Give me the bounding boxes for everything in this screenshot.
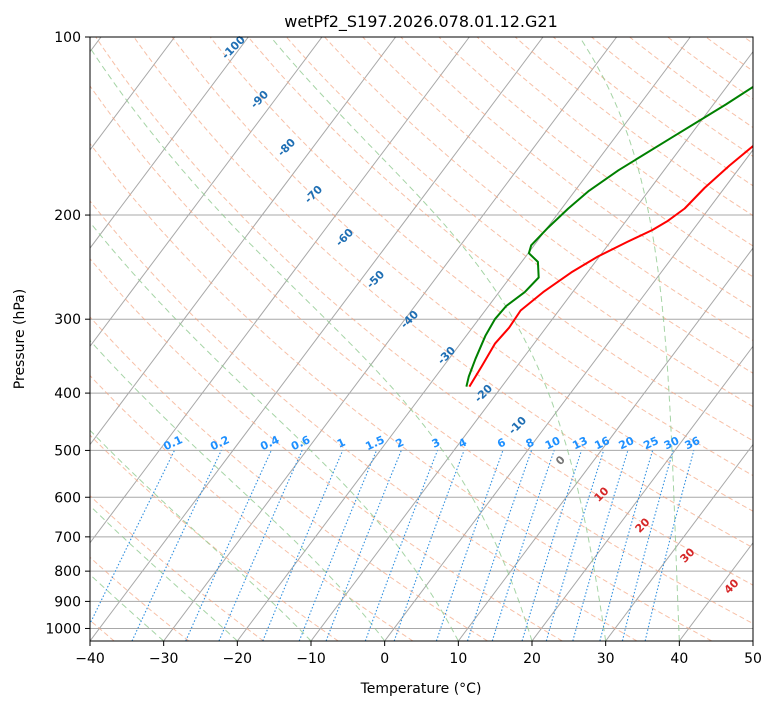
x-tick-label: 30 (597, 651, 615, 667)
x-tick-label: −20 (223, 651, 253, 667)
mixing-ratio-line (545, 450, 605, 641)
mixing-ratio-label: 16 (592, 434, 612, 452)
y-tick-label: 500 (54, 443, 81, 459)
mixing-ratio-line (435, 450, 504, 641)
moist-adiabat-line (90, 573, 165, 641)
y-tick-label: 1000 (45, 621, 81, 637)
isotherm-line (90, 37, 249, 249)
y-tick-label: 800 (54, 564, 81, 580)
mixing-ratio-label: 20 (617, 434, 637, 452)
dry-adiabat-line (591, 37, 753, 157)
mixing-ratio-line (185, 450, 272, 641)
mixing-ratio-line (491, 450, 555, 641)
dry-adiabat-line (400, 37, 753, 309)
mixing-ratio-line (572, 450, 629, 641)
y-tick-label: 400 (54, 386, 81, 402)
moist-adiabat-line (270, 37, 607, 641)
dry-adiabat-line (95, 37, 753, 586)
isotherm-line (90, 37, 397, 446)
y-tick-label: 300 (54, 312, 81, 328)
y-tick-label: 700 (54, 530, 81, 546)
x-tick-label: −10 (296, 651, 326, 667)
isotherm-line (90, 37, 323, 348)
isotherm-line (605, 443, 753, 641)
mixing-ratio-label: 25 (641, 434, 660, 452)
x-tick-label: −30 (149, 651, 179, 667)
dry-adiabat-line (90, 200, 638, 641)
isotherm-line (236, 37, 691, 641)
dry-adiabat-line (90, 258, 563, 641)
mixing-ratio-label: 13 (570, 434, 589, 452)
isotherm-line (384, 149, 753, 641)
y-tick-label: 600 (54, 490, 81, 506)
dry-adiabat-line (133, 37, 753, 549)
dry-adiabat-line (514, 37, 753, 217)
mixing-ratio-label: 30 (662, 434, 682, 452)
temperature-trace (468, 144, 753, 388)
x-tick-label: 0 (380, 651, 389, 667)
dry-adiabat-line (362, 37, 753, 342)
moist-adiabat-line (90, 221, 459, 641)
mixing-ratio-line (364, 450, 439, 641)
dry-adiabat-line (324, 37, 753, 374)
moist-adiabat-line (90, 505, 238, 641)
moist-adiabat-line (90, 429, 312, 641)
dry-adiabat-line (90, 494, 264, 641)
mixing-ratio-line (466, 450, 533, 641)
mixing-ratio-label: 36 (683, 434, 703, 452)
moist-adiabat-line (90, 46, 533, 641)
dewpoint-trace (465, 85, 753, 387)
y-tick-label: 200 (54, 208, 81, 224)
mixing-ratio-line (262, 450, 344, 641)
isotherm-line (90, 37, 470, 544)
moist-adiabat-line (90, 339, 386, 641)
x-tick-label: 50 (744, 651, 762, 667)
plot-frame (89, 36, 754, 642)
moist-adiabat-line (579, 37, 680, 641)
dry-adiabat-line (90, 316, 488, 641)
mixing-ratio-line (599, 450, 654, 641)
x-tick-label: −40 (75, 651, 105, 667)
mixing-ratio-line (90, 450, 175, 626)
isotherm-line (531, 345, 753, 641)
isotherm-line (457, 247, 753, 641)
axis-ticks: −40 −30 −20 −10 0 10 20 30 40 50 100 200 300 400 500 60… (45, 30, 762, 667)
mixing-ratio-line (218, 450, 303, 641)
dry-adiabat-line (438, 37, 753, 278)
chart-title: wetPf2_S197.2026.078.01.12.G21 (284, 12, 558, 32)
isotherm-line (90, 37, 176, 151)
sounding-traces (465, 85, 753, 388)
mixing-ratio-line (644, 450, 695, 641)
y-tick-label: 100 (54, 30, 81, 46)
dry-adiabat-line (209, 37, 753, 477)
x-axis-label: Temperature (°C) (360, 681, 482, 697)
y-axis-label: Pressure (hPa) (12, 289, 28, 389)
isotherm-line (163, 37, 618, 641)
dry-adiabat-line (286, 37, 753, 408)
mixing-ratio-line (131, 450, 222, 641)
y-tick-label: 900 (54, 594, 81, 610)
mixing-ratio-line (521, 450, 583, 641)
mixing-ratio-line (298, 450, 378, 641)
dry-adiabat-line (90, 142, 712, 641)
mixing-ratio-line (325, 450, 402, 641)
isotherm-line (90, 37, 544, 641)
x-tick-label: 40 (670, 651, 688, 667)
x-tick-label: 10 (449, 651, 467, 667)
dry-adiabat-line (90, 85, 753, 625)
background-grid (90, 37, 753, 641)
mixing-ratio-line (393, 450, 465, 641)
x-tick-label: 20 (523, 651, 541, 667)
mixing-ratio-label: 10 (543, 434, 563, 452)
